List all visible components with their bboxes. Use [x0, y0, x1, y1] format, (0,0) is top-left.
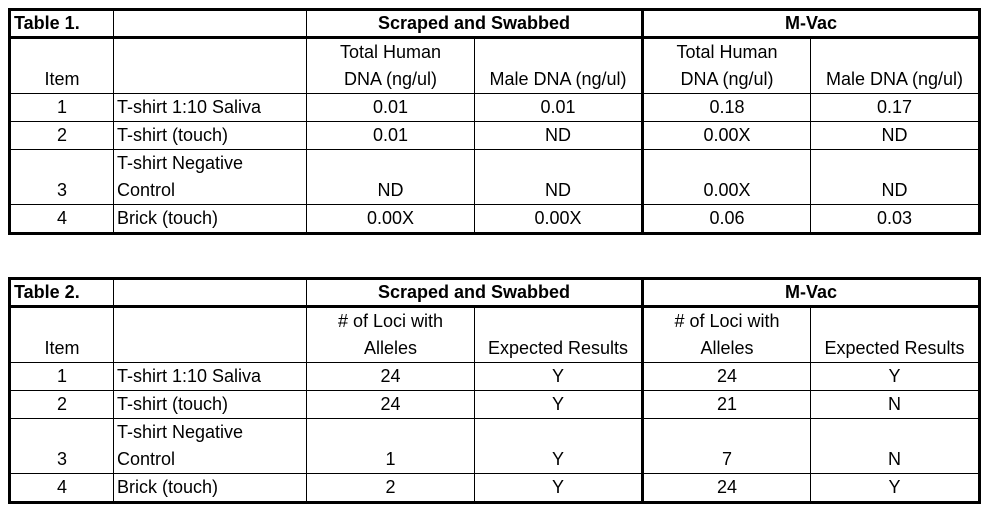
table-2: Table 2. Scraped and Swabbed M-Vac Item …: [8, 277, 981, 504]
value-cell: N: [810, 390, 980, 419]
value-cell: Y: [474, 362, 644, 391]
value-cell: N: [810, 418, 980, 474]
value-cell: ND: [474, 121, 644, 150]
value-cell: 0.17: [810, 93, 980, 122]
table-row: 2 T-shirt (touch) 24 Y 21 N: [9, 390, 980, 419]
table-header-row: Table 1. Scraped and Swabbed M-Vac: [9, 9, 980, 39]
item-cell: 2: [9, 390, 114, 419]
sample-cell: T-shirt Negative Control: [113, 418, 307, 474]
column-header-sample: [113, 37, 307, 94]
value-cell: 0.01: [474, 93, 644, 122]
value-cell: 0.06: [642, 204, 811, 234]
column-header-male-dna: Male DNA (ng/ul): [474, 37, 644, 94]
item-cell: 2: [9, 121, 114, 150]
value-cell: 24: [306, 390, 475, 419]
group-header-scraped: Scraped and Swabbed: [306, 278, 644, 308]
sample-cell: T-shirt 1:10 Saliva: [113, 362, 307, 391]
column-header-male-dna: Male DNA (ng/ul): [810, 37, 980, 94]
item-cell: 4: [9, 473, 114, 503]
sample-cell: Brick (touch): [113, 204, 307, 234]
value-cell: 0.01: [306, 93, 475, 122]
column-header-item: Item: [9, 37, 114, 94]
item-cell: 1: [9, 362, 114, 391]
value-cell: ND: [810, 149, 980, 205]
value-cell: 7: [642, 418, 811, 474]
table-title: Table 2.: [9, 278, 114, 308]
item-cell: 3: [9, 418, 114, 474]
value-cell: Y: [810, 473, 980, 503]
column-header-row: Item # of Loci with Alleles Expected Resu…: [9, 306, 980, 363]
value-cell: Y: [474, 473, 644, 503]
value-cell: ND: [810, 121, 980, 150]
table-row: 3 T-shirt Negative Control ND ND 0.00X ND: [9, 149, 980, 205]
table-1: Table 1. Scraped and Swabbed M-Vac Item …: [8, 8, 981, 235]
column-header-expected: Expected Results: [810, 306, 980, 363]
value-cell: 0.03: [810, 204, 980, 234]
value-cell: Y: [474, 390, 644, 419]
value-cell: 24: [642, 473, 811, 503]
value-cell: Y: [474, 418, 644, 474]
value-cell: 0.00X: [642, 149, 811, 205]
value-cell: ND: [306, 149, 475, 205]
value-cell: 21: [642, 390, 811, 419]
sample-cell: Brick (touch): [113, 473, 307, 503]
table-title: Table 1.: [9, 9, 114, 39]
empty-header-cell: [113, 278, 307, 308]
value-cell: 24: [642, 362, 811, 391]
column-header-total-human-dna: Total Human DNA (ng/ul): [306, 37, 475, 94]
value-cell: ND: [474, 149, 644, 205]
value-cell: 0.00X: [642, 121, 811, 150]
value-cell: 24: [306, 362, 475, 391]
sample-cell: T-shirt (touch): [113, 121, 307, 150]
value-cell: 0.00X: [474, 204, 644, 234]
column-header-row: Item Total Human DNA (ng/ul) Male DNA (ng…: [9, 37, 980, 94]
table-row: 2 T-shirt (touch) 0.01 ND 0.00X ND: [9, 121, 980, 150]
column-header-loci: # of Loci with Alleles: [642, 306, 811, 363]
table-row: 1 T-shirt 1:10 Saliva 0.01 0.01 0.18 0.1…: [9, 93, 980, 122]
value-cell: 0.00X: [306, 204, 475, 234]
group-header-mvac: M-Vac: [642, 9, 980, 39]
value-cell: 2: [306, 473, 475, 503]
item-cell: 4: [9, 204, 114, 234]
value-cell: 1: [306, 418, 475, 474]
column-header-total-human-dna: Total Human DNA (ng/ul): [642, 37, 811, 94]
sample-cell: T-shirt (touch): [113, 390, 307, 419]
value-cell: 0.01: [306, 121, 475, 150]
column-header-loci: # of Loci with Alleles: [306, 306, 475, 363]
table-header-row: Table 2. Scraped and Swabbed M-Vac: [9, 278, 980, 308]
group-header-scraped: Scraped and Swabbed: [306, 9, 644, 39]
value-cell: 0.18: [642, 93, 811, 122]
table-row: 4 Brick (touch) 0.00X 0.00X 0.06 0.03: [9, 204, 980, 234]
table-row: 4 Brick (touch) 2 Y 24 Y: [9, 473, 980, 503]
sample-cell: T-shirt Negative Control: [113, 149, 307, 205]
empty-header-cell: [113, 9, 307, 39]
group-header-mvac: M-Vac: [642, 278, 980, 308]
table-row: 1 T-shirt 1:10 Saliva 24 Y 24 Y: [9, 362, 980, 391]
sample-cell: T-shirt 1:10 Saliva: [113, 93, 307, 122]
item-cell: 3: [9, 149, 114, 205]
item-cell: 1: [9, 93, 114, 122]
table-row: 3 T-shirt Negative Control 1 Y 7 N: [9, 418, 980, 474]
value-cell: Y: [810, 362, 980, 391]
column-header-sample: [113, 306, 307, 363]
column-header-item: Item: [9, 306, 114, 363]
column-header-expected: Expected Results: [474, 306, 644, 363]
